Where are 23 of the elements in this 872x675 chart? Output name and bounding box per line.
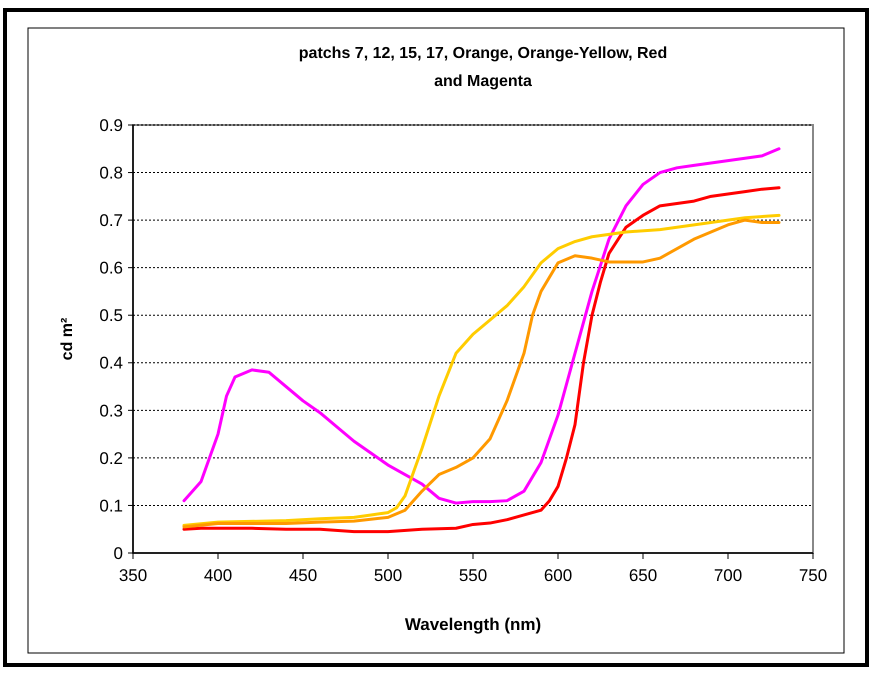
x-tick-label: 750 xyxy=(798,566,828,585)
y-tick-label: 0 xyxy=(114,544,123,563)
y-tick-label: 0.3 xyxy=(99,401,123,420)
y-tick-label: 0.2 xyxy=(99,448,123,468)
y-tick-label: 0.1 xyxy=(99,496,123,516)
x-tick-label: 400 xyxy=(204,566,232,585)
chart-title: patchs 7, 12, 15, 17, Orange, Orange-Yellow, Red and Magenta xyxy=(298,45,668,90)
x-tick-label: 650 xyxy=(628,566,658,585)
y-tick-label: 0.8 xyxy=(99,164,123,183)
y-tick-label: 0.4 xyxy=(99,354,123,373)
x-axis-title: Wavelength (nm) xyxy=(404,615,542,634)
x-tick-label: 500 xyxy=(374,566,402,585)
line-series xyxy=(182,147,780,505)
x-tick-label: 600 xyxy=(544,566,572,585)
x-tick-label: 350 xyxy=(118,566,148,585)
x-tick-label: 700 xyxy=(714,566,742,585)
y-tick-label: 0.7 xyxy=(99,211,123,230)
y-tick-label: 0.6 xyxy=(99,258,123,278)
y-tick-label: 0.5 xyxy=(99,306,123,326)
y-axis-title: cd m² xyxy=(59,318,76,360)
y-tick-label: 0.9 xyxy=(99,116,123,135)
x-tick-label: 550 xyxy=(458,566,488,585)
x-tick-label: 450 xyxy=(288,566,318,585)
